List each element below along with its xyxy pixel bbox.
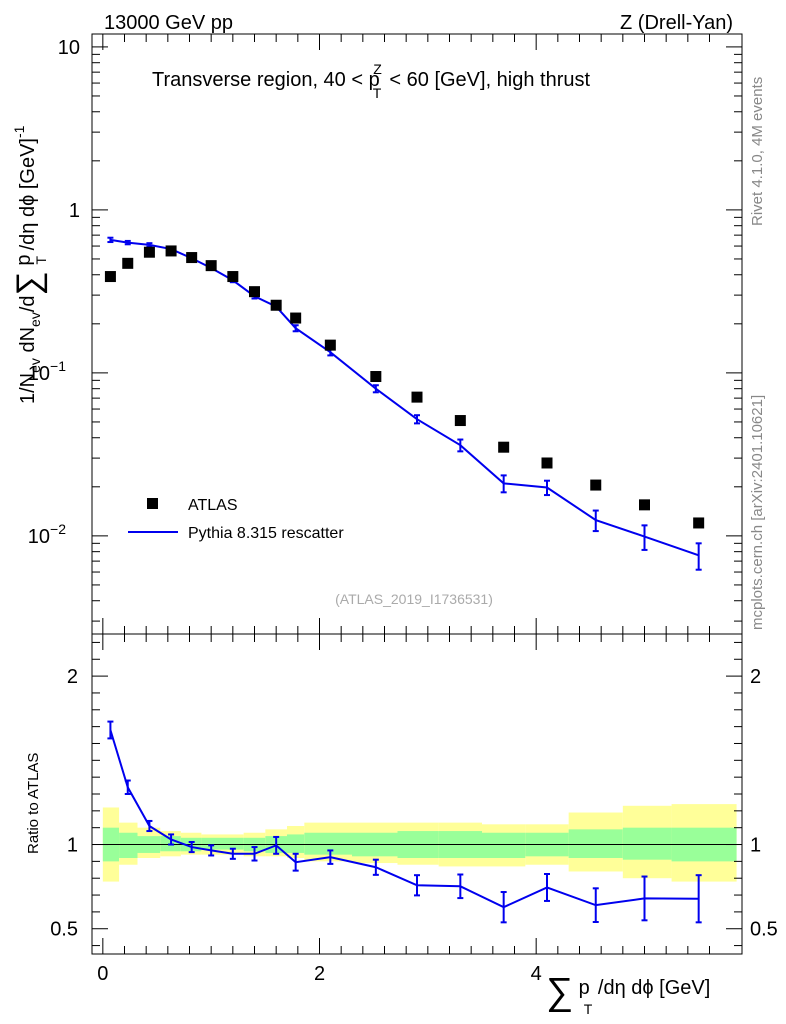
ratio-y-tick-label-right: 0.5 (750, 919, 778, 941)
legend: ATLAS Pythia 8.315 rescatter (128, 497, 344, 542)
main-y-tick-label: 10−2 (28, 521, 66, 548)
ratio-band-inner (119, 832, 138, 858)
atlas-data-point (165, 245, 177, 257)
atlas-data-point (411, 391, 423, 403)
atlas-data-point (205, 260, 217, 272)
main-axes: 10 1 10−1 10−2 (28, 33, 743, 635)
atlas-data-point (498, 441, 510, 453)
plot-title: Transverse region, 40 < p TZ < 60 [GeV], … (152, 61, 591, 101)
mcplots-label: mcplots.cern.ch [arXiv:2401.10621] (749, 395, 766, 630)
svg-text:1/Nev dNev/d∑ pT /dη dϕ [GeV]: 1/Nev dNev/d∑ pT /dη dϕ [GeV]-1 (10, 125, 49, 404)
ratio-y-tick-label: 0.5 (50, 919, 78, 941)
ratio-band-inner (568, 829, 623, 858)
atlas-data-point (186, 252, 198, 264)
main-y-tick-label: 10 (58, 37, 80, 59)
main-y-tick-label: 1 (69, 200, 80, 222)
atlas-data-point (249, 286, 260, 298)
atlas-data-point (590, 479, 602, 491)
ratio-y-tick-label: 2 (67, 666, 78, 688)
ratio-y-tick-label-right: 1 (750, 835, 761, 857)
ratio-band-inner (304, 832, 352, 855)
plot-title-sup: Z (373, 61, 382, 77)
analysis-id: (ATLAS_2019_I1736531) (335, 591, 493, 607)
x-tick-label: 0 (97, 963, 108, 985)
x-tick-label: 2 (314, 963, 325, 985)
energy-label: 13000 GeV pp (104, 12, 233, 34)
ratio-band-inner (287, 834, 305, 853)
ratio-bands (102, 804, 737, 882)
atlas-data-point (270, 299, 282, 311)
atlas-data-point (454, 415, 466, 427)
legend-data-marker (147, 498, 158, 509)
ratio-y-tick-label-right: 2 (750, 666, 761, 688)
atlas-data-point (227, 271, 239, 283)
plot-title-sub: T (373, 85, 382, 101)
ratio-band-inner (622, 827, 672, 860)
legend-data-label: ATLAS (188, 497, 238, 514)
main-data-layer (104, 236, 705, 571)
process-label: Z (Drell-Yan) (620, 12, 733, 34)
legend-mc-label: Pythia 8.315 rescatter (188, 525, 344, 542)
atlas-data-point (104, 271, 116, 283)
rivet-label: Rivet 4.1.0, 4M events (749, 77, 766, 226)
ratio-y-tick-label: 1 (67, 835, 78, 857)
main-y-tick-label: 10−1 (28, 358, 66, 385)
ratio-band-inner (222, 837, 244, 850)
x-tick-label: 4 (531, 963, 542, 985)
ratio-y-axis-label: Ratio to ATLAS (25, 753, 42, 854)
atlas-data-point (541, 457, 553, 469)
ratio-axes: 2 2 1 1 0.5 0.5 0 2 4 (50, 633, 778, 985)
atlas-data-point (122, 257, 134, 269)
atlas-data-point (324, 339, 336, 351)
atlas-data-point (290, 312, 302, 324)
ratio-band-inner (482, 832, 526, 858)
atlas-data-point (639, 499, 650, 511)
ratio-band-inner (201, 837, 222, 850)
main-y-axis-label: 1/Nev dNev/d∑ pT /dη dϕ [GeV]-1 (10, 125, 49, 404)
atlas-data-point (693, 517, 705, 529)
atlas-data-point (143, 246, 155, 258)
atlas-data-point (370, 371, 382, 383)
ratio-data-layer (107, 720, 702, 924)
